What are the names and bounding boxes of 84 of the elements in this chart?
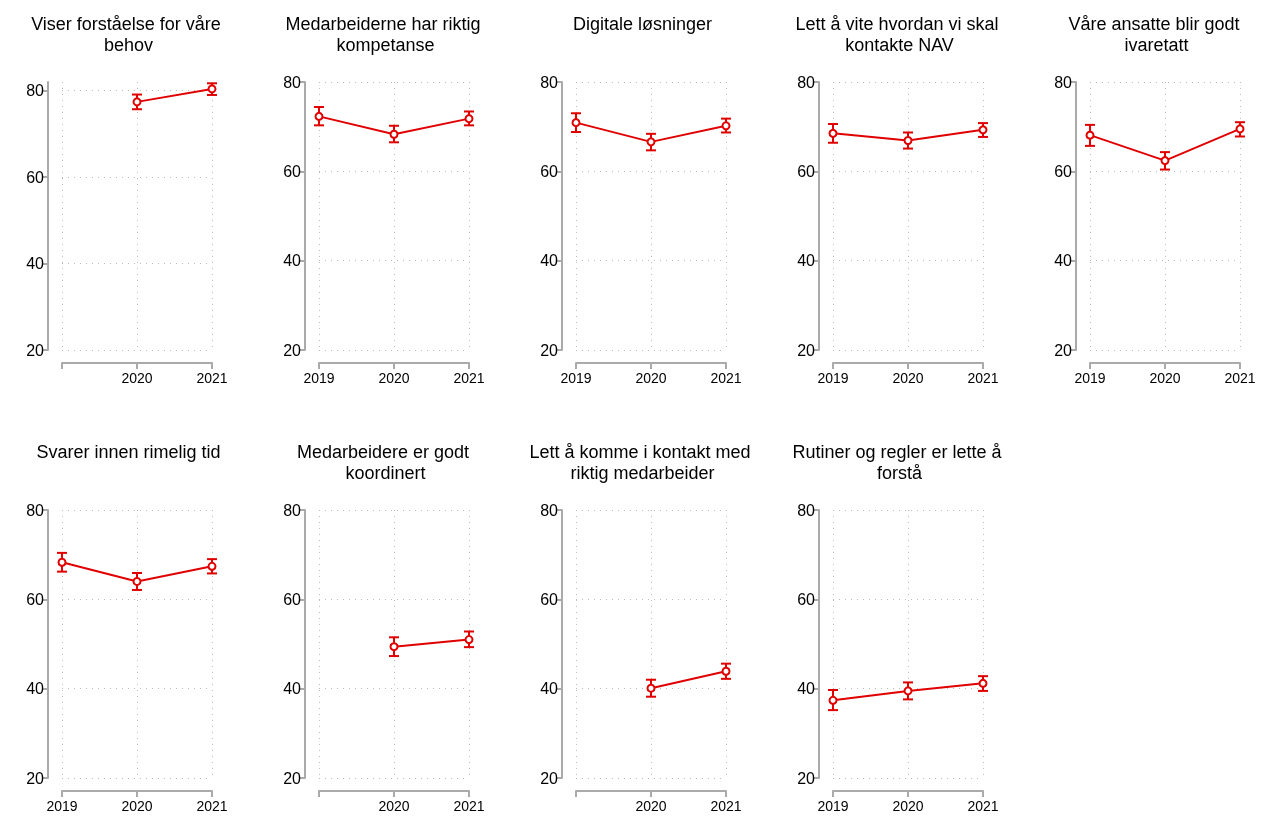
y-tick-label: 80 — [797, 501, 816, 519]
point — [132, 576, 142, 586]
point — [646, 137, 656, 147]
y-tick-label: 20 — [797, 341, 816, 359]
y-tick-label: 80 — [1054, 73, 1073, 91]
x-tick-label: 2020 — [635, 798, 667, 814]
y-tick-label: 60 — [283, 162, 302, 180]
y-tick-label: 40 — [26, 255, 45, 273]
y-tick-label: 20 — [1054, 341, 1073, 359]
y-tick-label: 80 — [540, 501, 559, 519]
y-tick-label: 40 — [283, 252, 302, 270]
point — [1235, 124, 1245, 134]
x-tick-label: 2019 — [817, 370, 849, 386]
y-tick-label: 80 — [26, 501, 45, 519]
y-tick-label: 60 — [283, 590, 302, 608]
point — [314, 111, 324, 121]
y-tick-label: 20 — [26, 341, 45, 359]
x-tick-label: 2020 — [121, 370, 153, 386]
y-tick-label: 20 — [283, 341, 302, 359]
point — [1085, 130, 1095, 140]
x-tick-label: 2019 — [817, 798, 849, 814]
point — [389, 129, 399, 139]
x-tick-label: 2021 — [710, 370, 742, 386]
y-tick-label: 80 — [283, 73, 302, 91]
x-tick-label: 2020 — [378, 798, 410, 814]
chart-title: Medarbeiderne har riktig kompetanse — [285, 13, 486, 55]
x-tick-label: 2020 — [892, 798, 924, 814]
x-tick-label: 2021 — [196, 798, 228, 814]
y-tick-label: 60 — [540, 590, 559, 608]
y-tick-label: 40 — [797, 680, 816, 698]
x-tick-label: 2019 — [1074, 370, 1106, 386]
point — [721, 121, 731, 131]
x-tick-label: 2021 — [1224, 370, 1256, 386]
x-tick-label: 2021 — [967, 798, 999, 814]
chart-title: Lett å vite hvordan vi skal kontakte NAV — [795, 13, 1004, 55]
y-tick-label: 40 — [283, 680, 302, 698]
point — [978, 678, 988, 688]
x-tick-label: 2021 — [453, 370, 485, 386]
y-tick-label: 80 — [26, 82, 45, 100]
chart-title: Viser forståelse for våre behov — [31, 13, 226, 55]
point — [1160, 156, 1170, 166]
y-tick-label: 80 — [540, 73, 559, 91]
x-tick-label: 2019 — [46, 798, 78, 814]
x-tick-label: 2021 — [710, 798, 742, 814]
x-tick-label: 2021 — [196, 370, 228, 386]
x-tick-label: 2020 — [121, 798, 153, 814]
x-tick-label: 2020 — [635, 370, 667, 386]
x-tick-label: 2020 — [892, 370, 924, 386]
y-tick-label: 40 — [540, 680, 559, 698]
point — [207, 561, 217, 571]
y-tick-label: 40 — [797, 252, 816, 270]
x-tick-label: 2021 — [967, 370, 999, 386]
chart-title: Svarer innen rimelig tid — [36, 441, 221, 462]
y-tick-label: 40 — [26, 680, 45, 698]
point — [57, 557, 67, 567]
point — [828, 695, 838, 705]
chart-title: Lett å komme i kontakt med riktig medarbeider — [529, 441, 756, 483]
y-tick-label: 80 — [797, 73, 816, 91]
y-tick-label: 60 — [1054, 162, 1073, 180]
chart-title: Digitale løsninger — [572, 13, 713, 34]
y-tick-label: 40 — [1054, 252, 1073, 270]
y-tick-label: 20 — [540, 341, 559, 359]
x-tick-label: 2021 — [453, 798, 485, 814]
chart-title: Våre ansatte blir godt ivaretatt — [1068, 13, 1245, 55]
x-tick-label: 2019 — [303, 370, 335, 386]
y-tick-label: 40 — [540, 252, 559, 270]
y-tick-label: 20 — [283, 769, 302, 787]
y-tick-label: 60 — [26, 168, 45, 186]
point — [464, 114, 474, 124]
point — [903, 686, 913, 696]
y-tick-label: 80 — [283, 501, 302, 519]
y-tick-label: 60 — [797, 590, 816, 608]
y-tick-label: 60 — [797, 162, 816, 180]
y-tick-label: 20 — [797, 769, 816, 787]
y-tick-label: 60 — [540, 162, 559, 180]
y-tick-label: 60 — [26, 590, 45, 608]
x-tick-label: 2020 — [1149, 370, 1181, 386]
y-tick-label: 20 — [26, 769, 45, 787]
y-tick-label: 20 — [540, 769, 559, 787]
chart-title: Rutiner og regler er lette å forstå — [792, 441, 1007, 483]
x-tick-label: 2020 — [378, 370, 410, 386]
point — [571, 118, 581, 128]
x-tick-label: 2019 — [560, 370, 592, 386]
chart-title: Medarbeidere er godt koordinert — [296, 441, 475, 483]
